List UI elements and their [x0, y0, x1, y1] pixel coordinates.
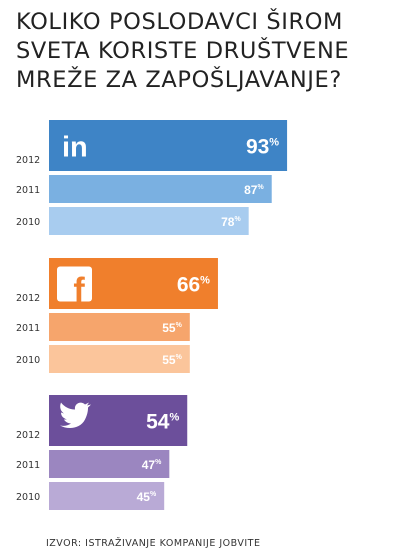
twitter-bar-2010: [49, 482, 165, 510]
value-label: 55%: [162, 321, 182, 335]
facebook-icon: f: [73, 272, 85, 310]
linkedin-bar-2012: [49, 120, 288, 171]
title-line-2: SVETA KORISTE DRUŠTVENE: [16, 38, 350, 64]
linkedin-bar-2010: [49, 207, 249, 235]
year-label: 2010: [16, 217, 40, 228]
twitter-icon: [60, 402, 91, 428]
title-line-1: KOLIKO POSLODAVCI ŠIROM: [16, 9, 344, 35]
value-label: 55%: [162, 353, 182, 367]
facebook-icon-box: [57, 266, 92, 302]
title-line-3: MREŽE ZA ZAPOŠLJAVANJE?: [16, 67, 342, 93]
value-label: 78%: [221, 215, 241, 229]
value-label: 54%: [146, 411, 179, 434]
facebook-bar-2010: [49, 345, 190, 373]
year-label: 2010: [16, 355, 40, 366]
value-label: 45%: [137, 490, 157, 504]
year-label: 2011: [16, 185, 40, 196]
value-label: 87%: [244, 183, 264, 197]
source-note: IZVOR: ISTRAŽIVANJE KOMPANIJE JOBVITE: [46, 538, 261, 549]
year-label: 2012: [16, 293, 40, 304]
year-label: 2011: [16, 460, 40, 471]
value-label: 66%: [177, 274, 210, 297]
linkedin-icon: in: [62, 132, 88, 164]
facebook-bar-2011: [49, 313, 190, 341]
year-label: 2011: [16, 323, 40, 334]
value-label: 47%: [142, 458, 162, 472]
year-label: 2012: [16, 430, 40, 441]
linkedin-bar-2011: [49, 175, 272, 203]
value-label: 93%: [246, 136, 279, 159]
year-label: 2012: [16, 155, 40, 166]
year-label: 2010: [16, 492, 40, 503]
twitter-bar-2011: [49, 450, 170, 478]
chart-title: KOLIKO POSLODAVCI ŠIROM SVETA KORISTE DR…: [16, 8, 396, 95]
